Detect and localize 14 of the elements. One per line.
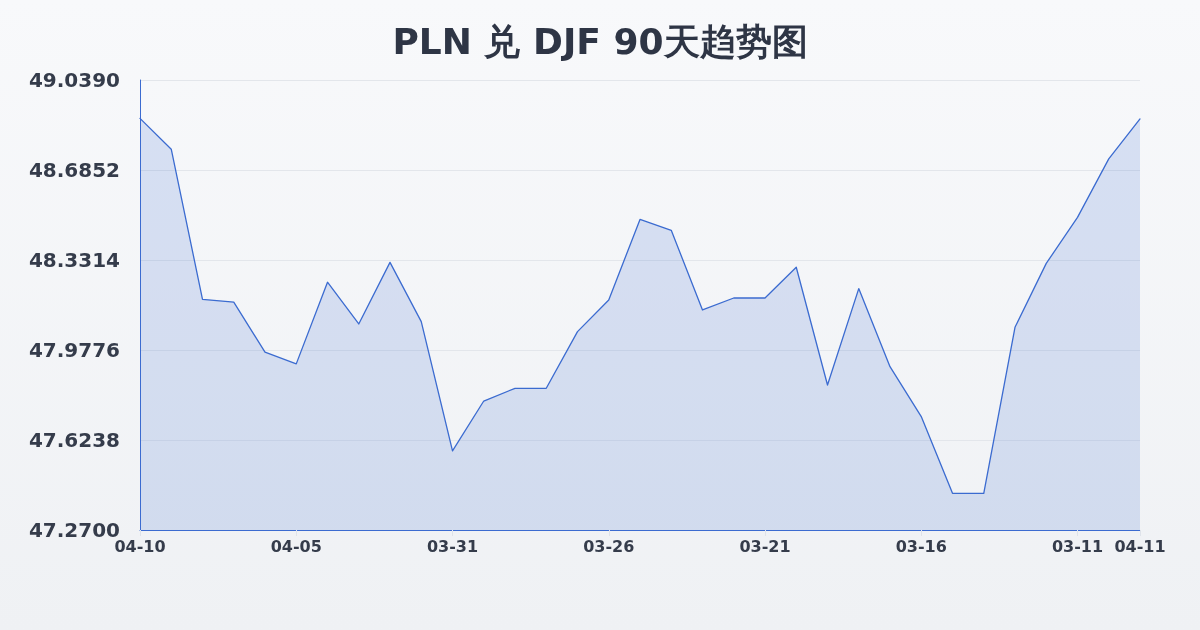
x-tick-label: 04-11 bbox=[1114, 536, 1166, 556]
x-tick-label: 03-11 bbox=[1051, 536, 1104, 556]
y-tick-label: 48.3314 bbox=[28, 248, 120, 272]
y-tick-label: 49.0390 bbox=[28, 68, 120, 92]
x-tick-label: 03-26 bbox=[583, 536, 635, 556]
chart-title: PLN 兑 DJF 90天趋势图 bbox=[392, 20, 808, 62]
y-tick-label: 47.6238 bbox=[28, 428, 120, 452]
x-tick-label: 04-10 bbox=[114, 536, 166, 556]
x-tick-label: 03-31 bbox=[426, 536, 479, 556]
x-tick-label: 03-16 bbox=[895, 536, 947, 556]
y-tick-label: 48.6852 bbox=[28, 158, 120, 182]
y-tick-label: 47.9776 bbox=[28, 338, 120, 362]
x-tick-label: 04-05 bbox=[270, 536, 322, 556]
x-tick-label: 03-21 bbox=[739, 536, 791, 556]
